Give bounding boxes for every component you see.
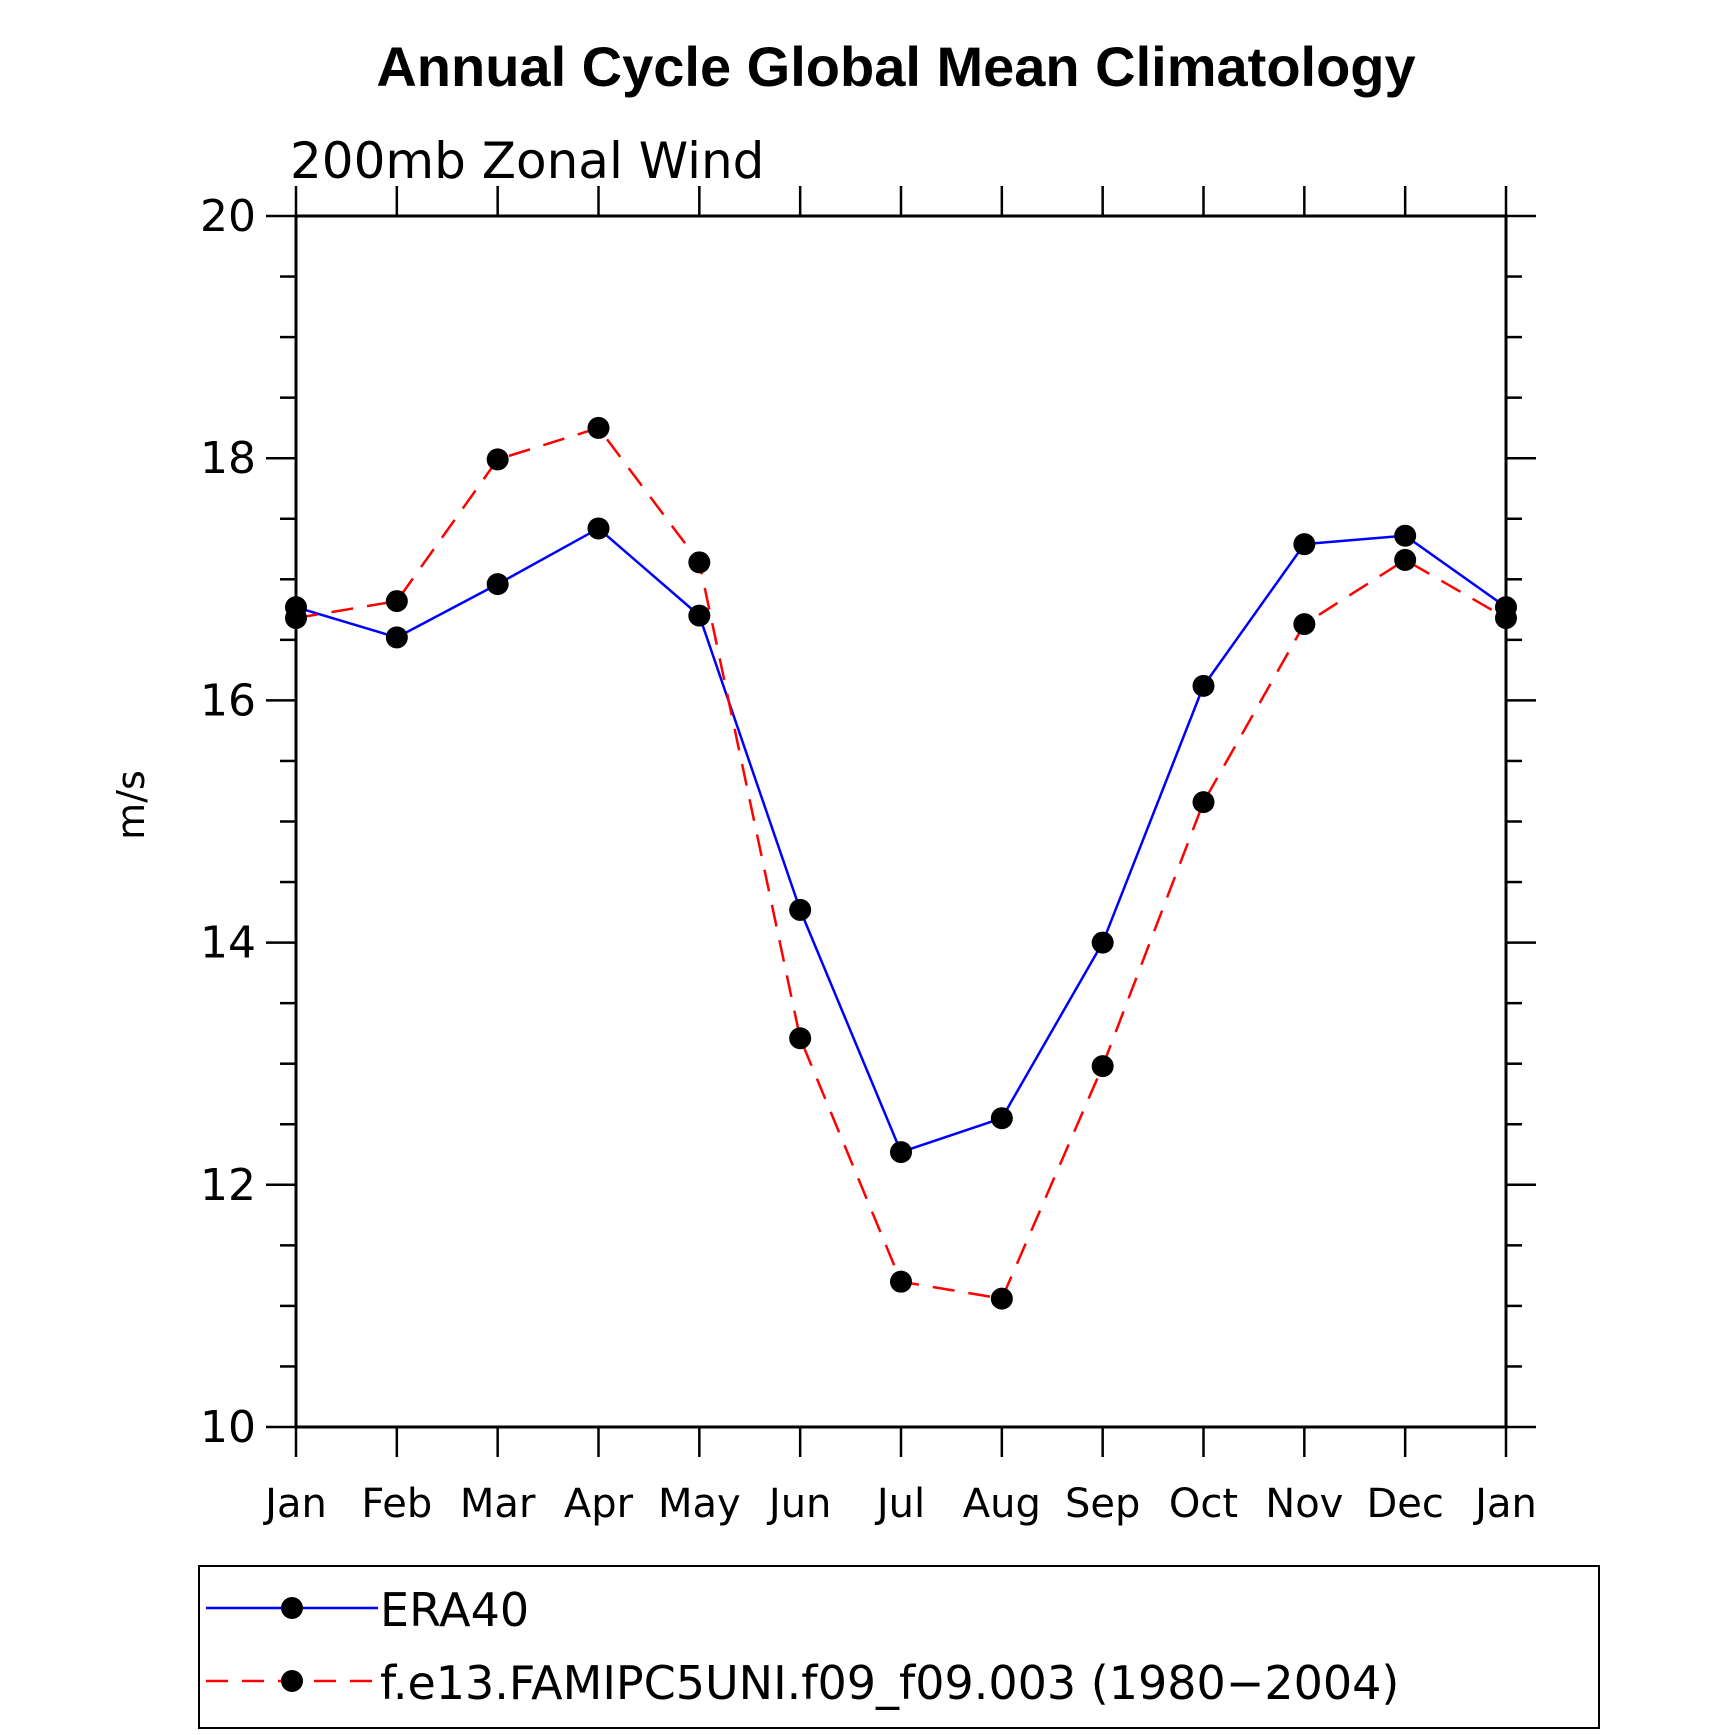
legend: ERA40 f.e13.FAMIPC5UNI.f09_f09.003 (1980… <box>198 1565 1600 1729</box>
series-1-point <box>789 1027 812 1050</box>
series-1-point <box>890 1270 912 1293</box>
y-tick-label: 18 <box>200 433 256 484</box>
y-tick-label: 20 <box>200 191 256 242</box>
x-tick-label: Jan <box>1472 1481 1537 1527</box>
x-tick-label: Jun <box>766 1481 832 1527</box>
series-1-point <box>1495 607 1517 630</box>
x-tick-label: Sep <box>1065 1481 1140 1527</box>
series-0-point <box>385 626 408 649</box>
series-0-point <box>1192 674 1215 697</box>
series-1-point <box>990 1287 1013 1310</box>
series-line-1 <box>295 426 1507 1300</box>
series-0-point <box>990 1107 1013 1130</box>
plot-frame <box>294 214 1508 1429</box>
x-tick-label: Apr <box>564 1481 634 1527</box>
x-tick-label: Oct <box>1169 1481 1238 1527</box>
y-tick-label: 10 <box>200 1402 256 1453</box>
x-tick-label: Nov <box>1265 1481 1343 1527</box>
y-tick-label: 14 <box>200 918 256 969</box>
legend-label-model: f.e13.FAMIPC5UNI.f09_f09.003 (1980−2004) <box>380 1656 1399 1710</box>
series-0-point <box>1394 524 1417 547</box>
series-1-point <box>1091 1055 1114 1078</box>
series-0-point <box>587 517 610 540</box>
series-1-point <box>587 416 610 439</box>
series-1-point <box>688 551 711 574</box>
legend-marker-model <box>281 1670 303 1692</box>
series-0-point <box>1091 931 1114 954</box>
legend-marker-era40 <box>281 1597 303 1619</box>
series-0-point <box>486 573 509 596</box>
series-1-point <box>486 448 509 471</box>
axes: 10 12 14 16 18 20 Jan Feb Mar Apr May Jun Jul Aug Sep O… <box>200 186 1537 1527</box>
series-0-point <box>789 898 812 921</box>
x-tick-label: May <box>658 1481 741 1527</box>
series-1-point <box>1293 613 1316 636</box>
y-tick-label: 12 <box>200 1160 256 1211</box>
x-tick-label: Mar <box>460 1481 536 1527</box>
x-tick-label: Aug <box>963 1481 1041 1527</box>
y-axis-label: m/s <box>109 770 153 840</box>
series-0-point <box>1293 533 1316 556</box>
legend-box <box>198 1565 1600 1729</box>
y-tick-label: 16 <box>200 675 256 726</box>
legend-label-era40: ERA40 <box>380 1583 529 1637</box>
series-1-point <box>1394 548 1417 571</box>
series-1-point <box>1192 791 1215 814</box>
series-1-point <box>285 607 307 630</box>
x-tick-label: Feb <box>361 1481 432 1527</box>
series-0-point <box>688 604 711 627</box>
x-tick-label: Jan <box>262 1481 327 1527</box>
x-tick-label: Jul <box>874 1481 925 1527</box>
series-1-point <box>385 590 408 613</box>
chart-subtitle: 200mb Zonal Wind <box>290 132 764 190</box>
series-line-0 <box>295 527 1507 1154</box>
series-layer <box>285 416 1517 1310</box>
x-tick-label: Dec <box>1366 1481 1443 1527</box>
chart-title: Annual Cycle Global Mean Climatology <box>376 35 1415 98</box>
series-0-point <box>890 1141 912 1164</box>
